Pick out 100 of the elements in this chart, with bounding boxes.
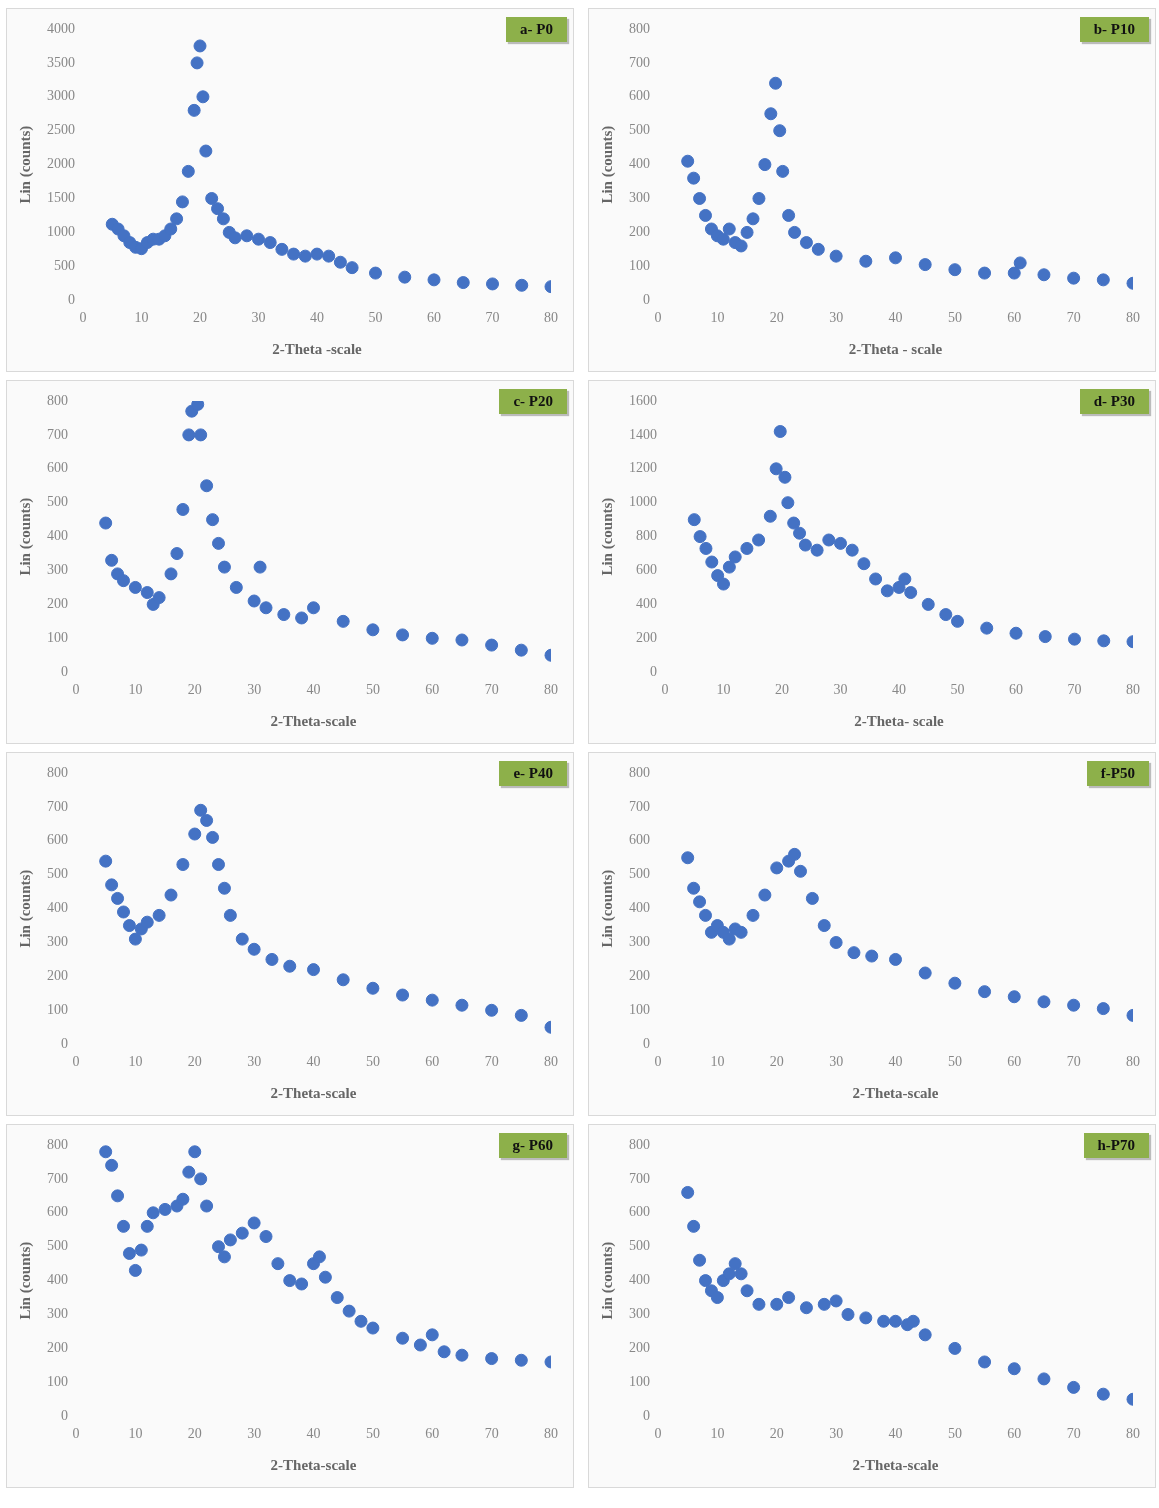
chart-title: a- P0 [506, 17, 567, 42]
y-axis-title: Lin (counts) [598, 869, 616, 948]
chart-title: c- P20 [499, 389, 567, 414]
y-tick-label: 200 [47, 968, 68, 984]
x-tick-label: 10 [710, 1426, 725, 1442]
x-tick-label: 30 [829, 1426, 844, 1442]
point [122, 1246, 136, 1260]
point [948, 1341, 962, 1355]
y-axis-title: Lin (counts) [16, 125, 34, 204]
y-tick-label: 300 [629, 1306, 650, 1322]
y-tick-label: 800 [636, 528, 657, 544]
point [829, 249, 843, 263]
y-tick-label: 800 [47, 392, 68, 408]
x-axis-title: 2-Theta-scale [852, 1456, 939, 1473]
point [369, 266, 382, 280]
point [105, 878, 119, 892]
x-tick-label: 10 [716, 682, 731, 698]
x-tick-label: 30 [833, 682, 848, 698]
point [921, 597, 935, 611]
point [918, 1328, 932, 1342]
point [904, 586, 918, 600]
point [847, 946, 861, 960]
y-tick-label: 400 [47, 900, 68, 916]
point [980, 621, 994, 635]
y-tick-label: 3500 [47, 54, 75, 70]
y-tick-label: 400 [629, 900, 650, 916]
x-tick-label: 10 [128, 682, 143, 698]
point [722, 1267, 736, 1281]
x-tick-label: 70 [1067, 682, 1082, 698]
x-tick-label: 60 [1007, 1426, 1022, 1442]
x-tick-label: 40 [892, 682, 906, 698]
point [485, 1352, 499, 1366]
y-tick-label: 200 [629, 968, 650, 984]
point [799, 1301, 813, 1315]
y-tick-label: 0 [68, 291, 75, 307]
point [176, 1192, 190, 1206]
point [799, 236, 813, 250]
y-tick-label: 300 [47, 934, 68, 950]
point [240, 229, 254, 243]
x-tick-label: 20 [769, 1054, 784, 1070]
x-tick-label: 60 [1009, 682, 1023, 698]
x-axis-title: 2-Theta-scale [270, 1084, 357, 1101]
point [693, 1253, 707, 1267]
chart-title: d- P30 [1079, 389, 1149, 414]
point [247, 942, 261, 956]
point [181, 164, 195, 178]
point [342, 1304, 356, 1318]
point [194, 803, 208, 817]
chart-title: e- P40 [499, 761, 567, 786]
y-tick-label: 0 [643, 291, 650, 307]
point [793, 526, 807, 540]
y-tick-label: 100 [47, 1001, 68, 1017]
point [336, 973, 350, 987]
point [811, 242, 825, 256]
point [740, 1284, 754, 1298]
point [687, 513, 701, 527]
y-tick-label: 1600 [629, 392, 657, 408]
x-tick-label: 20 [187, 682, 202, 698]
y-tick-label: 200 [47, 1340, 68, 1356]
x-tick-label: 80 [1126, 1054, 1140, 1070]
point [99, 1145, 113, 1159]
point [769, 462, 783, 476]
point [164, 888, 178, 902]
y-tick-label: 600 [47, 832, 68, 848]
point [805, 891, 819, 905]
point [295, 611, 309, 625]
point [869, 572, 883, 586]
point [752, 192, 766, 205]
point [117, 574, 130, 588]
y-tick-label: 500 [629, 866, 650, 882]
point [228, 231, 242, 245]
point [216, 212, 230, 226]
y-tick-label: 1000 [629, 494, 657, 510]
point [734, 1267, 748, 1281]
point [1097, 634, 1111, 648]
x-tick-label: 10 [128, 1054, 143, 1070]
point [223, 1233, 237, 1247]
point [212, 1240, 225, 1254]
x-tick-label: 70 [484, 682, 499, 698]
y-tick-label: 700 [47, 426, 68, 442]
point [764, 107, 778, 121]
x-tick-label: 50 [368, 310, 383, 326]
point [699, 208, 712, 222]
y-tick-label: 600 [629, 832, 650, 848]
point [693, 895, 707, 909]
point [787, 516, 801, 530]
point [778, 470, 792, 484]
point [206, 830, 220, 844]
point [1013, 256, 1027, 270]
point [212, 858, 225, 872]
y-axis-title: Lin (counts) [16, 1241, 34, 1320]
x-tick-label: 30 [829, 1054, 844, 1070]
x-tick-label: 60 [425, 1426, 440, 1442]
x-tick-label: 60 [425, 682, 440, 698]
point [752, 1297, 766, 1311]
point [217, 1250, 231, 1264]
point [217, 560, 231, 574]
y-tick-label: 2000 [47, 156, 75, 172]
point [235, 1226, 249, 1240]
point [396, 628, 410, 642]
